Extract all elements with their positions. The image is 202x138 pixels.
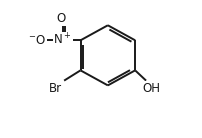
Text: Br: Br	[49, 82, 62, 95]
Text: O: O	[57, 12, 66, 25]
Text: OH: OH	[143, 82, 161, 95]
Text: $^{-}$O: $^{-}$O	[28, 34, 46, 47]
Text: $\mathrm{N}^+$: $\mathrm{N}^+$	[54, 33, 72, 48]
